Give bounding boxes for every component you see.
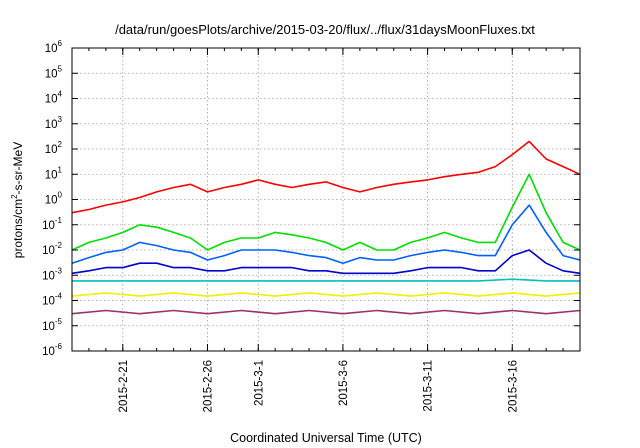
chart-title: /data/run/goesPlots/archive/2015-03-20/f…: [115, 22, 535, 37]
axis-ticks: 10-610-510-410-310-210-11001011021031041…: [42, 39, 581, 412]
x-tick-label: 2015-3-16: [507, 360, 519, 412]
y-tick-label: 100: [45, 191, 63, 207]
y-axis-label-base: protons/cm: [11, 199, 25, 258]
y-tick-label-base: 10: [45, 43, 58, 55]
series-line-7: [71, 309, 581, 315]
y-tick-label-base: 10: [42, 296, 55, 308]
y-axis-label: protons/cm2-s-sr-MeV: [10, 142, 25, 258]
x-tick-label: 2015-3-1: [253, 360, 265, 406]
y-tick-label-base: 10: [42, 245, 55, 257]
y-tick-label-exponent: -1: [55, 216, 63, 225]
series-line-1: [71, 140, 581, 214]
y-tick-label-base: 10: [45, 144, 58, 156]
y-tick-label: 102: [45, 140, 63, 156]
y-tick-label-base: 10: [45, 169, 58, 181]
y-tick-label: 10-5: [42, 317, 62, 333]
series-line-4: [71, 249, 581, 275]
grid: [72, 48, 580, 351]
y-tick-label-exponent: 2: [58, 140, 63, 149]
series-group: [71, 140, 581, 315]
y-tick-label: 106: [45, 39, 63, 55]
y-tick-label-exponent: -5: [55, 317, 63, 326]
y-tick-label-base: 10: [45, 119, 58, 131]
y-tick-label: 10-4: [42, 292, 62, 308]
y-tick-label-exponent: 3: [58, 115, 63, 124]
series-line-5: [72, 278, 580, 282]
y-tick-label: 10-6: [42, 342, 62, 358]
x-tick-label: 2015-2-26: [202, 360, 214, 412]
series-line-6: [71, 292, 581, 297]
y-tick-label: 10-1: [42, 216, 62, 232]
y-tick-label-base: 10: [45, 195, 58, 207]
y-axis-label-sup: 2: [10, 194, 19, 199]
y-tick-label-exponent: 5: [58, 64, 63, 73]
x-tick-label: 2015-3-11: [423, 360, 435, 412]
x-axis-label: Coordinated Universal Time (UTC): [230, 431, 422, 445]
y-tick-label: 10-3: [42, 266, 62, 282]
y-tick-label-base: 10: [42, 270, 55, 282]
y-axis-label-rest: -s-sr-MeV: [11, 142, 25, 195]
x-tick-label: 2015-2-21: [118, 360, 130, 412]
y-tick-label: 10-2: [42, 241, 62, 257]
y-tick-label-exponent: 4: [58, 90, 63, 99]
y-tick-label-exponent: -3: [55, 266, 63, 275]
y-tick-label-exponent: -2: [55, 241, 63, 250]
x-tick-label: 2015-3-6: [338, 360, 350, 406]
y-tick-label-base: 10: [45, 94, 58, 106]
y-tick-label-exponent: 0: [58, 191, 63, 200]
y-tick-label: 104: [45, 90, 63, 106]
y-tick-label-base: 10: [42, 346, 55, 358]
y-tick-label-base: 10: [45, 68, 58, 80]
y-tick-label-exponent: 1: [58, 165, 63, 174]
y-tick-label-exponent: -6: [55, 342, 63, 351]
y-tick-label-base: 10: [42, 220, 55, 232]
y-tick-label-base: 10: [42, 321, 55, 333]
y-tick-label-exponent: -4: [55, 292, 63, 301]
series-line-2: [71, 173, 581, 251]
y-tick-label: 101: [45, 165, 63, 181]
series-line-3: [71, 204, 581, 265]
y-tick-label-exponent: 6: [58, 39, 63, 48]
y-tick-label: 105: [45, 64, 63, 80]
y-tick-label: 103: [45, 115, 63, 131]
